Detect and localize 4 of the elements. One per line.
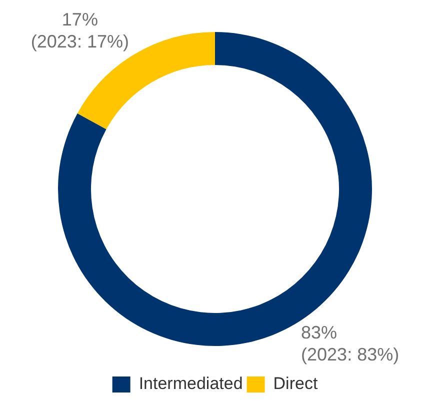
legend-label: Intermediated	[138, 374, 243, 394]
data-label: 17% (2023: 17%)	[30, 10, 129, 52]
data-label: 83% (2023: 83%)	[301, 322, 400, 364]
legend-label: Direct	[273, 374, 318, 394]
